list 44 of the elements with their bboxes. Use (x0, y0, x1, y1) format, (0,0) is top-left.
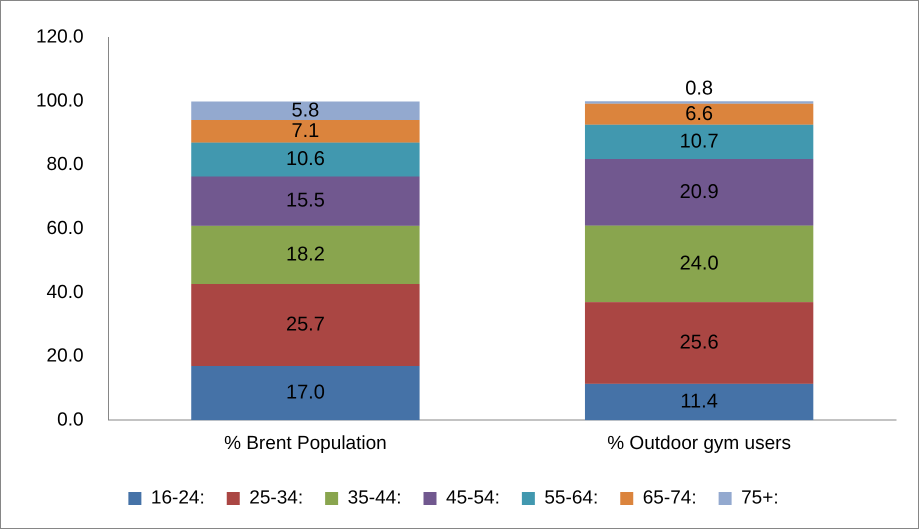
y-tick-label: 100.0 (36, 90, 84, 112)
data-label: 25.7 (286, 313, 325, 336)
x-tick-label: % Brent Population (224, 432, 387, 454)
bar (191, 176, 420, 226)
legend-label: 16-24: (150, 488, 205, 509)
legend-label: 35-44: (348, 488, 402, 509)
y-tick-label: 80.0 (46, 154, 84, 176)
data-label: 24.0 (680, 252, 719, 274)
data-label: 5.8 (292, 99, 320, 122)
data-label: 7.1 (292, 120, 320, 142)
bar (191, 142, 420, 176)
bar (584, 158, 814, 226)
data-label: 10.7 (680, 130, 719, 152)
bar (584, 226, 814, 302)
bar (584, 384, 814, 420)
data-label: 20.9 (680, 180, 719, 203)
legend-label: 55-64: (544, 488, 598, 509)
bar (584, 101, 814, 104)
data-label: 11.4 (680, 390, 718, 413)
bar (191, 226, 420, 284)
y-tick-label: 120.0 (36, 26, 84, 48)
bar (191, 366, 420, 420)
legend-label: 75+: (741, 488, 779, 509)
data-label: 0.8 (685, 78, 714, 100)
bar (191, 120, 420, 143)
bar (584, 104, 814, 125)
data-label: 15.5 (286, 190, 325, 212)
legend-label: 45-54: (446, 488, 500, 509)
bar (191, 284, 420, 366)
bar (191, 102, 420, 120)
data-label: 18.2 (286, 243, 325, 266)
x-tick-label: % Outdoor gym users (607, 432, 792, 454)
data-label: 25.6 (680, 332, 719, 354)
y-tick-label: 60.0 (46, 218, 84, 240)
legend-label: 25-34: (249, 488, 304, 509)
bar (584, 124, 814, 159)
data-label: 17.0 (286, 382, 325, 404)
y-tick-label: 20.0 (46, 346, 84, 367)
legend-label: 65-74: (642, 488, 697, 509)
data-label: 6.6 (685, 102, 714, 125)
data-label: 10.6 (286, 148, 325, 170)
bar (584, 302, 814, 384)
y-tick-label: 0.0 (57, 409, 84, 430)
y-tick-label: 40.0 (46, 282, 84, 303)
